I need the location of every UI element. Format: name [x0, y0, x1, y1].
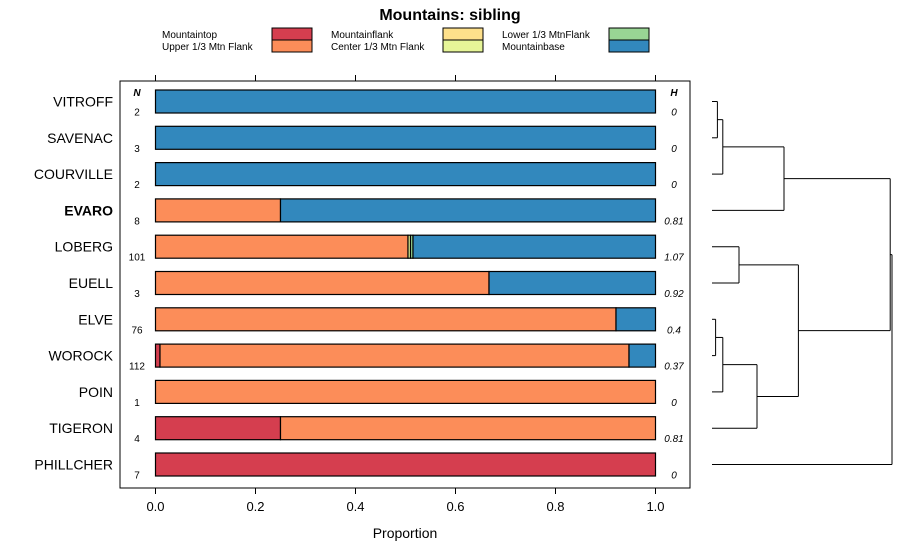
x-tick-label: 0.8 — [546, 499, 564, 514]
bar-worock-mountaintop — [154, 343, 161, 368]
bar-tigeron-mountaintop — [154, 416, 282, 441]
n-column-header: N — [133, 88, 141, 99]
dendrogram — [712, 101, 893, 465]
category-labels: VITROFF SAVENAC COURVILLE EVARO LOBERG EUELL E… — [34, 94, 114, 473]
x-tick-label: 0.4 — [346, 499, 364, 514]
bar-loberg-mountainbase — [412, 234, 657, 259]
category-label-loberg: LOBERG — [55, 239, 113, 255]
bar-elve-upper-1-3-mtn-flank — [154, 307, 617, 332]
h-value: 0 — [671, 180, 677, 191]
h-value: 1.07 — [664, 253, 684, 264]
legend-swatch-upper-1-3-mtn-flank — [271, 39, 313, 53]
category-label-worock: WOROCK — [48, 348, 113, 364]
bar-worock-upper-1-3-mtn-flank — [159, 343, 630, 368]
category-label-evaro: EVARO — [64, 202, 113, 218]
bar-phillcher-mountaintop — [154, 452, 657, 477]
h-value: 0.92 — [664, 289, 684, 300]
legend-label-center-1-3-mtn-flank: Center 1/3 Mtn Flank — [331, 42, 425, 53]
h-value: 0.4 — [667, 325, 681, 336]
n-values: 2 3 2 8 101 3 76 112 1 4 7 — [129, 108, 146, 482]
bar-elve-mountainbase — [615, 307, 657, 332]
h-value: 0.81 — [664, 216, 683, 227]
legend-label-upper-1-3-mtn-flank: Upper 1/3 Mtn Flank — [162, 42, 254, 53]
n-value: 112 — [129, 362, 145, 373]
h-value: 0 — [671, 144, 677, 155]
x-axis-label: Proportion — [373, 525, 438, 541]
h-column-header: H — [670, 88, 678, 99]
bar-savenac-mountainbase — [154, 125, 657, 150]
h-value: 0 — [671, 398, 677, 409]
n-value: 2 — [134, 180, 140, 191]
n-value: 2 — [134, 108, 140, 119]
bar-courville-mountainbase — [154, 162, 657, 187]
bar-series — [154, 89, 657, 477]
bar-euell-upper-1-3-mtn-flank — [154, 270, 490, 296]
legend-label-mountainbase: Mountainbase — [502, 42, 565, 53]
h-value: 0 — [671, 471, 677, 482]
category-label-euell: EUELL — [69, 275, 114, 291]
x-tick-label: 0.0 — [146, 499, 164, 514]
category-label-elve: ELVE — [78, 311, 113, 327]
n-value: 3 — [134, 144, 140, 155]
h-values: 0 0 0 0.81 1.07 0.92 0.4 0.37 0 0.81 0 — [664, 108, 684, 482]
legend-label-mountaintop: Mountaintop — [162, 30, 217, 41]
bar-poin-upper-1-3-mtn-flank — [154, 379, 657, 404]
legend-swatch-center-1-3-mtn-flank — [442, 39, 484, 53]
h-value: 0.81 — [664, 434, 683, 445]
n-value: 76 — [131, 325, 143, 336]
n-value: 7 — [134, 471, 140, 482]
n-value: 101 — [129, 253, 146, 264]
category-label-vitroff: VITROFF — [53, 94, 113, 110]
n-value: 3 — [134, 289, 140, 300]
n-value: 1 — [134, 398, 140, 409]
legend-label-lower-1-3-mtnflank: Lower 1/3 MtnFlank — [502, 30, 591, 41]
n-value: 8 — [134, 216, 140, 227]
chart-title: Mountains: sibling — [379, 7, 520, 24]
legend-label-mountainflank: Mountainflank — [331, 30, 394, 41]
bar-evaro-mountainbase — [279, 198, 657, 223]
x-tick-label: 0.2 — [246, 499, 264, 514]
category-label-tigeron: TIGERON — [49, 420, 113, 436]
legend-swatch-mountainbase — [608, 39, 650, 53]
legend-swatch-mountainflank — [442, 27, 484, 41]
plot-frame — [119, 80, 691, 489]
bar-tigeron-upper-1-3-mtn-flank — [279, 416, 657, 441]
x-tick-label: 0.6 — [446, 499, 464, 514]
category-label-savenac: SAVENAC — [47, 130, 113, 146]
bar-worock-mountainbase — [628, 343, 657, 368]
n-value: 4 — [134, 434, 140, 445]
h-value: 0.37 — [664, 362, 684, 373]
legend-swatch-mountaintop — [271, 27, 313, 41]
bar-vitroff-mountainbase — [154, 89, 657, 114]
x-axis: 0.0 0.2 0.4 0.6 0.8 1.0 — [146, 75, 665, 514]
bar-euell-mountainbase — [488, 270, 657, 296]
category-label-phillcher: PHILLCHER — [34, 457, 113, 473]
h-value: 0 — [671, 108, 677, 119]
x-tick-label: 1.0 — [646, 499, 664, 514]
category-label-courville: COURVILLE — [34, 166, 113, 182]
legend-swatch-lower-1-3-mtnflank — [608, 27, 650, 41]
bar-evaro-upper-1-3-mtn-flank — [154, 198, 282, 223]
category-label-poin: POIN — [79, 384, 113, 400]
bar-loberg-upper-1-3-mtn-flank — [154, 234, 409, 259]
